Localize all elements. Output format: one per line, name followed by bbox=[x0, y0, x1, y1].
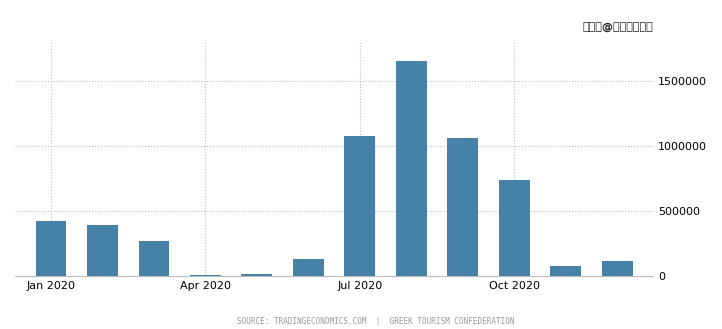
Text: 搜狐号@海润出国移民: 搜狐号@海润出国移民 bbox=[583, 23, 653, 33]
Bar bbox=[601, 261, 632, 276]
Bar bbox=[35, 221, 66, 276]
Bar bbox=[241, 274, 272, 276]
Text: SOURCE: TRADINGECONOMICS.COM  |  GREEK TOURISM CONFEDERATION: SOURCE: TRADINGECONOMICS.COM | GREEK TOU… bbox=[237, 317, 514, 326]
Bar bbox=[139, 241, 170, 276]
Bar bbox=[448, 138, 478, 276]
Bar bbox=[87, 225, 118, 276]
Bar bbox=[344, 136, 375, 276]
Bar bbox=[550, 266, 581, 276]
Bar bbox=[499, 180, 530, 276]
Bar bbox=[396, 62, 427, 276]
Bar bbox=[293, 259, 323, 276]
Bar bbox=[190, 274, 221, 276]
